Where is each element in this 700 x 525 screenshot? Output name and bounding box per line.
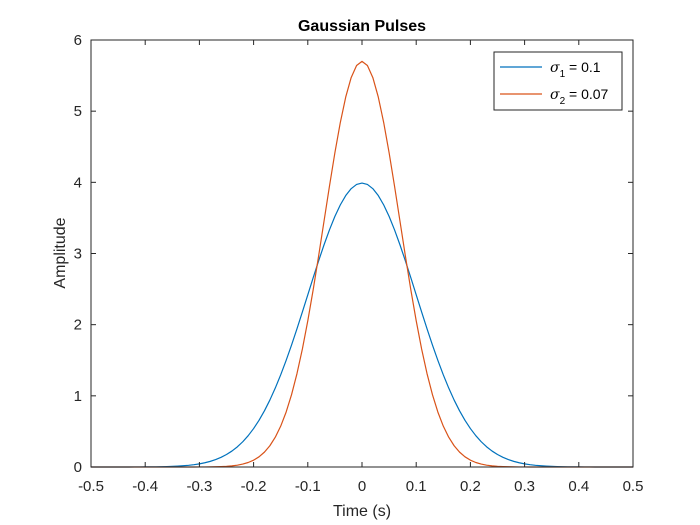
y-axis-ticks: 0 1 2 3 4 5 6 [74,32,633,476]
x-tick-label: -0.5 [78,478,104,495]
legend-subscript-2: 2 [560,96,566,107]
y-axis-label: Amplitude [52,217,69,288]
x-tick-label: 0 [358,478,366,495]
legend: σ1 = 0.1 σ2 = 0.07 [493,51,623,111]
x-axis-label: Time (s) [333,503,391,520]
x-tick-label: 0.3 [514,478,535,495]
legend-label-sigma-1: σ1 = 0.1 [550,59,601,80]
x-tick-label: 0.5 [623,478,644,495]
chart-title: Gaussian Pulses [298,18,426,35]
x-axis-ticks: -0.5 -0.4 -0.3 -0.2 -0.1 0 0.1 0.2 0.3 0.4 0.5 [78,40,643,495]
x-tick-label: -0.2 [241,478,267,495]
x-tick-label: 0.2 [460,478,481,495]
plot-area [91,40,633,467]
x-tick-label: 0.1 [406,478,427,495]
legend-symbol-1: σ [550,60,560,76]
x-tick-label: -0.3 [186,478,212,495]
y-tick-label: 1 [74,388,82,405]
legend-subscript-1: 1 [560,69,566,80]
x-tick-label: -0.1 [295,478,321,495]
x-tick-label: -0.4 [132,478,158,495]
y-tick-label: 0 [74,459,82,476]
legend-value-2: = 0.07 [565,86,608,102]
series-line-sigma-1 [91,182,633,468]
y-tick-label: 4 [74,174,82,191]
y-tick-label: 3 [74,246,82,263]
legend-box [493,51,623,111]
y-tick-label: 2 [74,317,82,334]
legend-value-1: = 0.1 [565,59,601,75]
y-tick-label: 5 [74,103,82,120]
x-tick-label: 0.4 [568,478,589,495]
y-tick-label: 6 [74,32,82,49]
legend-label-sigma-2: σ2 = 0.07 [550,86,609,107]
legend-symbol-2: σ [550,87,560,103]
